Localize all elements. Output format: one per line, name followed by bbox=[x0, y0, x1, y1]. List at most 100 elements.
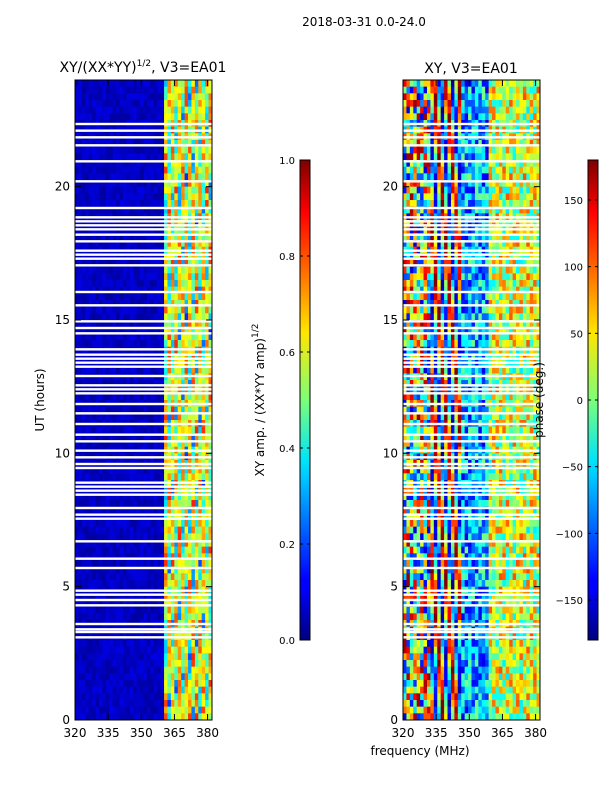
heatmap-cell bbox=[153, 500, 158, 508]
heatmap-cell bbox=[184, 613, 189, 621]
heatmap-cell bbox=[177, 506, 182, 514]
heatmap-cell bbox=[95, 520, 100, 528]
heatmap-cell bbox=[143, 220, 148, 228]
heatmap-cell bbox=[98, 240, 103, 248]
heatmap-cell bbox=[509, 160, 514, 168]
heatmap-cell bbox=[88, 553, 93, 561]
heatmap-cell bbox=[471, 206, 476, 214]
heatmap-cell bbox=[153, 573, 158, 581]
heatmap-cell bbox=[184, 93, 189, 101]
heatmap-cell bbox=[105, 673, 110, 681]
flagged-row bbox=[75, 493, 212, 496]
heatmap-cell bbox=[181, 206, 186, 214]
heatmap-cell bbox=[143, 193, 148, 201]
heatmap-cell bbox=[126, 93, 131, 101]
heatmap-cell bbox=[198, 653, 203, 661]
heatmap-cell bbox=[157, 686, 162, 694]
heatmap-cell bbox=[509, 140, 514, 148]
heatmap-cell bbox=[208, 653, 212, 661]
heatmap-cell bbox=[188, 673, 193, 681]
heatmap-cell bbox=[205, 666, 210, 674]
heatmap-cell bbox=[126, 180, 131, 188]
heatmap-cell bbox=[498, 233, 503, 241]
heatmap-cell bbox=[153, 293, 158, 301]
heatmap-cell bbox=[201, 313, 206, 321]
heatmap-cell bbox=[512, 113, 517, 121]
heatmap-cell bbox=[181, 180, 186, 188]
heatmap-cell bbox=[92, 506, 97, 514]
heatmap-cell bbox=[502, 86, 507, 94]
heatmap-cell bbox=[167, 553, 172, 561]
heatmap-cell bbox=[191, 700, 196, 708]
heatmap-cell bbox=[157, 533, 162, 541]
heatmap-cell bbox=[102, 173, 107, 181]
heatmap-cell bbox=[188, 86, 193, 94]
flagged-row bbox=[75, 402, 212, 406]
heatmap-cell bbox=[116, 526, 121, 534]
heatmap-cell bbox=[205, 100, 210, 108]
heatmap-cell bbox=[126, 580, 131, 588]
heatmap-cell bbox=[119, 266, 124, 274]
heatmap-cell bbox=[146, 520, 151, 528]
heatmap-cell bbox=[170, 540, 175, 548]
heatmap-cell bbox=[502, 140, 507, 148]
heatmap-cell bbox=[444, 206, 449, 214]
heatmap-cell bbox=[105, 180, 110, 188]
heatmap-cell bbox=[102, 86, 107, 94]
heatmap-cell bbox=[164, 513, 169, 521]
heatmap-cell bbox=[112, 566, 117, 574]
heatmap-cell bbox=[126, 566, 131, 574]
heatmap-cell bbox=[177, 640, 182, 648]
heatmap-cell bbox=[198, 100, 203, 108]
heatmap-cell bbox=[170, 646, 175, 654]
heatmap-cell bbox=[177, 526, 182, 534]
heatmap-cell bbox=[78, 406, 83, 414]
heatmap-cell bbox=[81, 106, 86, 114]
heatmap-cell bbox=[105, 320, 110, 328]
heatmap-cell bbox=[194, 466, 199, 474]
heatmap-cell bbox=[529, 206, 534, 214]
heatmap-cell bbox=[129, 93, 134, 101]
heatmap-cell bbox=[112, 700, 117, 708]
heatmap-cell bbox=[75, 106, 80, 114]
heatmap-cell bbox=[95, 500, 100, 508]
heatmap-cell bbox=[129, 700, 134, 708]
heatmap-cell bbox=[181, 426, 186, 434]
heatmap-cell bbox=[146, 700, 151, 708]
heatmap-cell bbox=[201, 440, 206, 448]
heatmap-cell bbox=[208, 160, 212, 168]
heatmap-cell bbox=[488, 93, 493, 101]
heatmap-cell bbox=[167, 340, 172, 348]
heatmap-cell bbox=[471, 146, 476, 154]
heatmap-cell bbox=[205, 520, 210, 528]
heatmap-cell bbox=[188, 380, 193, 388]
heatmap-cell bbox=[126, 273, 131, 281]
heatmap-cell bbox=[188, 646, 193, 654]
heatmap-cell bbox=[160, 93, 165, 101]
heatmap-cell bbox=[78, 393, 83, 401]
heatmap-cell bbox=[95, 613, 100, 621]
heatmap-cell bbox=[198, 493, 203, 501]
heatmap-cell bbox=[461, 233, 466, 241]
heatmap-cell bbox=[177, 560, 182, 568]
heatmap-cell bbox=[102, 186, 107, 194]
flagged-row bbox=[75, 485, 212, 488]
heatmap-cell bbox=[133, 106, 138, 114]
heatmap-cell bbox=[526, 86, 531, 94]
heatmap-cell bbox=[78, 320, 83, 328]
heatmap-cell bbox=[75, 240, 80, 248]
heatmap-cell bbox=[426, 80, 431, 88]
heatmap-cell bbox=[177, 280, 182, 288]
heatmap-cell bbox=[136, 340, 141, 348]
heatmap-cell bbox=[85, 273, 90, 281]
heatmap-cell bbox=[160, 166, 165, 174]
heatmap-cell bbox=[167, 306, 172, 314]
heatmap-cell bbox=[78, 113, 83, 121]
heatmap-cell bbox=[98, 200, 103, 208]
heatmap-cell bbox=[116, 326, 121, 334]
heatmap-cell bbox=[495, 113, 500, 121]
heatmap-cell bbox=[98, 706, 103, 714]
heatmap-cell bbox=[468, 206, 473, 214]
heatmap-cell bbox=[177, 573, 182, 581]
heatmap-cell bbox=[85, 86, 90, 94]
